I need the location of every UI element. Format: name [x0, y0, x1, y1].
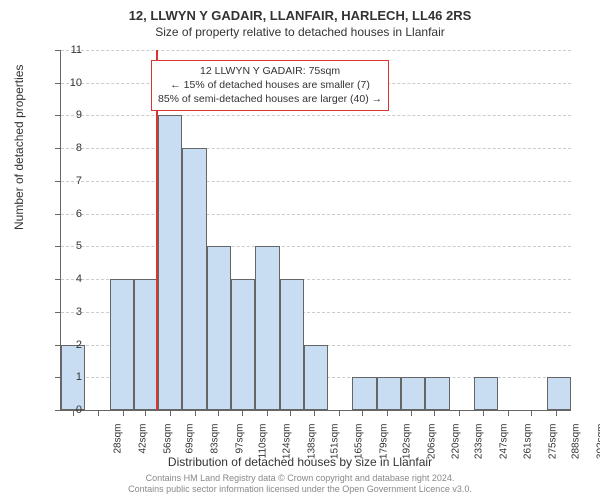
histogram-bar: [182, 148, 206, 410]
y-tick-label: 3: [76, 306, 82, 318]
x-tick-label: 69sqm: [185, 424, 196, 466]
gridline: [61, 50, 571, 51]
y-tick-label: 5: [76, 240, 82, 252]
x-tick-label: 151sqm: [329, 424, 340, 466]
y-tick: [55, 83, 61, 84]
x-tick-label: 275sqm: [547, 424, 558, 466]
x-tick: [362, 410, 363, 416]
gridline: [61, 148, 571, 149]
y-tick: [55, 312, 61, 313]
x-tick-label: 288sqm: [570, 424, 581, 466]
x-tick: [123, 410, 124, 416]
footer-line-1: Contains HM Land Registry data © Crown c…: [0, 473, 600, 485]
y-tick-label: 1: [76, 371, 82, 383]
plot-region: 12 LLWYN Y GADAIR: 75sqm← 15% of detache…: [60, 50, 571, 411]
x-tick-label: 28sqm: [113, 424, 124, 466]
histogram-bar: [425, 377, 449, 410]
x-tick-label: 206sqm: [426, 424, 437, 466]
x-tick: [195, 410, 196, 416]
histogram-bar: [207, 246, 231, 410]
chart-area: 12 LLWYN Y GADAIR: 75sqm← 15% of detache…: [60, 50, 570, 410]
gridline: [61, 214, 571, 215]
x-tick: [483, 410, 484, 416]
x-tick-label: 302sqm: [595, 424, 600, 466]
y-tick-label: 4: [76, 273, 82, 285]
x-tick: [290, 410, 291, 416]
x-tick-label: 179sqm: [379, 424, 390, 466]
x-tick: [98, 410, 99, 416]
x-tick: [145, 410, 146, 416]
x-tick-label: 56sqm: [162, 424, 173, 466]
x-tick-label: 110sqm: [257, 424, 268, 466]
chart-container: 12, LLWYN Y GADAIR, LLANFAIR, HARLECH, L…: [0, 0, 600, 500]
x-tick: [339, 410, 340, 416]
x-tick-label: 83sqm: [210, 424, 221, 466]
histogram-bar: [255, 246, 279, 410]
gridline: [61, 246, 571, 247]
y-tick-label: 7: [76, 175, 82, 187]
y-tick-label: 2: [76, 339, 82, 351]
x-tick-label: 261sqm: [523, 424, 534, 466]
y-tick: [55, 410, 61, 411]
y-tick-label: 9: [76, 109, 82, 121]
histogram-bar: [110, 279, 134, 410]
x-tick-label: 247sqm: [498, 424, 509, 466]
y-axis-title: Number of detached properties: [12, 65, 26, 230]
x-tick: [459, 410, 460, 416]
histogram-bar: [377, 377, 401, 410]
y-tick-label: 10: [70, 77, 82, 89]
x-tick: [170, 410, 171, 416]
annotation-line-2: ← 15% of detached houses are smaller (7): [158, 78, 382, 92]
x-tick-label: 220sqm: [451, 424, 462, 466]
annotation-box: 12 LLWYN Y GADAIR: 75sqm← 15% of detache…: [151, 60, 389, 111]
x-tick-label: 138sqm: [306, 424, 317, 466]
y-tick: [55, 181, 61, 182]
x-tick: [434, 410, 435, 416]
histogram-bar: [158, 115, 182, 410]
x-tick-label: 97sqm: [234, 424, 245, 466]
y-tick: [55, 214, 61, 215]
histogram-bar: [401, 377, 425, 410]
y-tick: [55, 115, 61, 116]
y-tick: [55, 50, 61, 51]
histogram-bar: [280, 279, 304, 410]
x-tick: [531, 410, 532, 416]
x-tick: [387, 410, 388, 416]
x-tick: [314, 410, 315, 416]
gridline: [61, 115, 571, 116]
histogram-bar: [474, 377, 498, 410]
x-tick: [73, 410, 74, 416]
histogram-bar: [304, 345, 328, 410]
chart-subtitle: Size of property relative to detached ho…: [0, 23, 600, 39]
histogram-bar: [231, 279, 255, 410]
footer-line-2: Contains public sector information licen…: [0, 484, 600, 496]
x-tick: [411, 410, 412, 416]
x-axis-title: Distribution of detached houses by size …: [0, 455, 600, 469]
chart-title: 12, LLWYN Y GADAIR, LLANFAIR, HARLECH, L…: [0, 0, 600, 23]
x-tick-label: 124sqm: [282, 424, 293, 466]
histogram-bar: [547, 377, 571, 410]
x-tick-label: 233sqm: [474, 424, 485, 466]
histogram-bar: [134, 279, 158, 410]
x-tick-label: 165sqm: [354, 424, 365, 466]
gridline: [61, 181, 571, 182]
y-tick: [55, 148, 61, 149]
y-tick: [55, 279, 61, 280]
y-tick-label: 0: [76, 404, 82, 416]
x-tick: [218, 410, 219, 416]
x-tick: [267, 410, 268, 416]
x-tick: [508, 410, 509, 416]
x-tick-label: 42sqm: [137, 424, 148, 466]
x-tick: [556, 410, 557, 416]
annotation-line-3: 85% of semi-detached houses are larger (…: [158, 92, 382, 106]
y-tick-label: 11: [71, 44, 82, 56]
annotation-line-1: 12 LLWYN Y GADAIR: 75sqm: [158, 64, 382, 78]
footer-attribution: Contains HM Land Registry data © Crown c…: [0, 473, 600, 496]
y-tick-label: 6: [76, 208, 82, 220]
x-tick-label: 192sqm: [401, 424, 412, 466]
y-tick-label: 8: [76, 142, 82, 154]
histogram-bar: [352, 377, 376, 410]
y-tick: [55, 246, 61, 247]
x-tick: [242, 410, 243, 416]
